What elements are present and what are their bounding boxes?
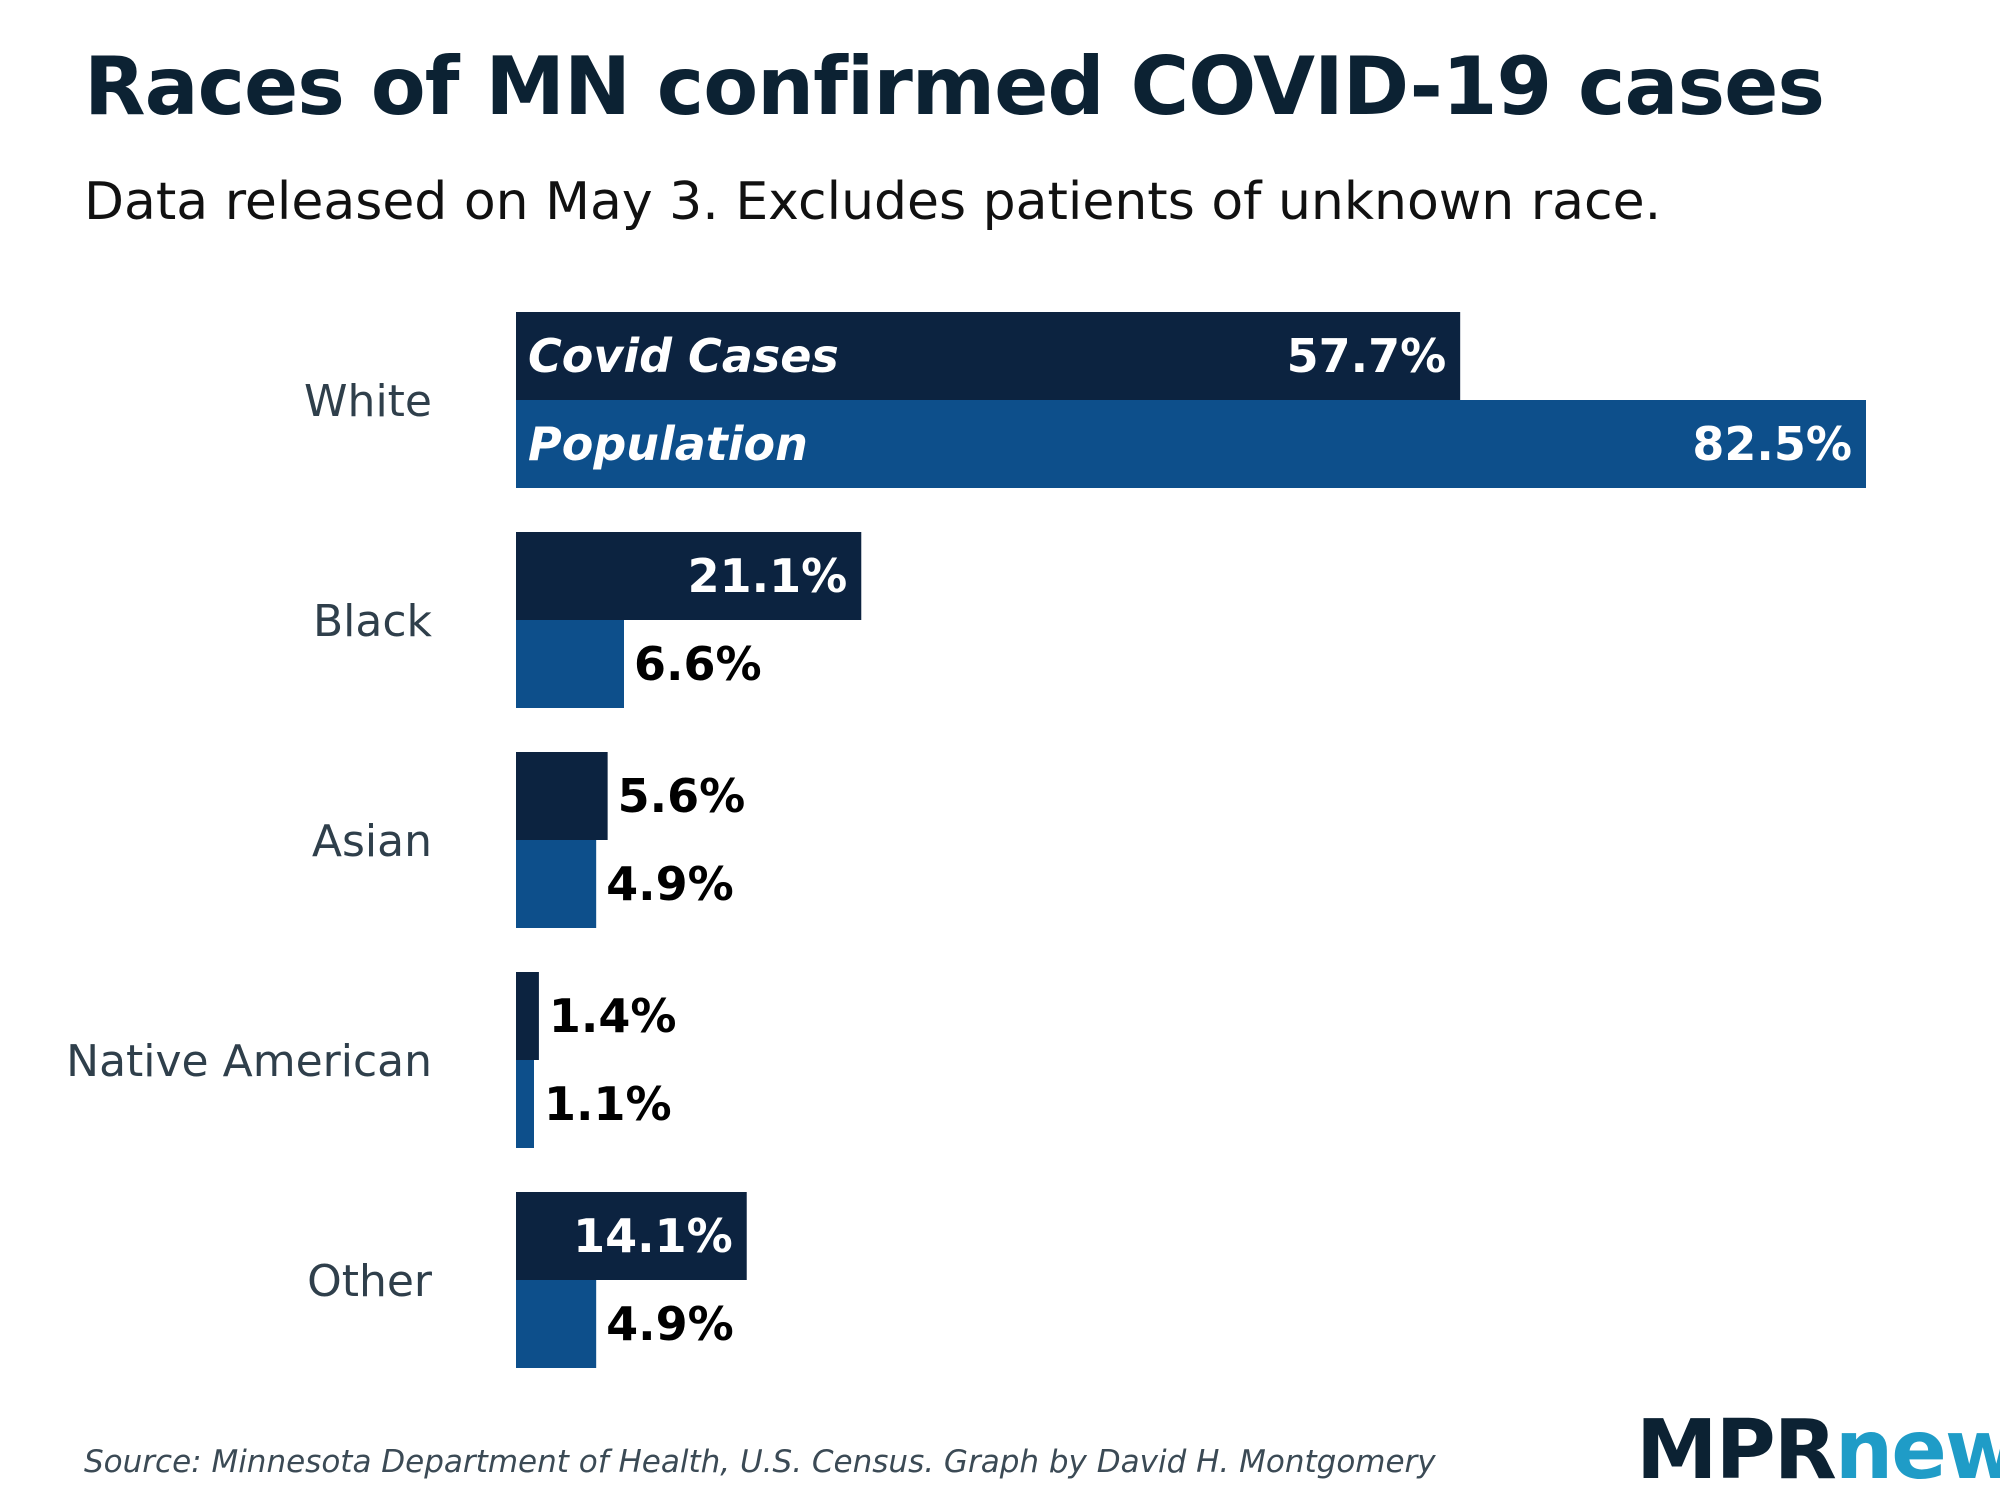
value-label: 21.1% bbox=[688, 549, 848, 603]
category-label: Asian bbox=[312, 816, 432, 867]
bar-cases bbox=[516, 972, 539, 1060]
bar-population bbox=[516, 1060, 534, 1148]
source-note: Source: Minnesota Department of Health, … bbox=[84, 1444, 1436, 1480]
bar-population bbox=[516, 1280, 597, 1368]
value-label: 4.9% bbox=[606, 1297, 734, 1351]
value-label: 82.5% bbox=[1692, 417, 1852, 471]
value-label: 4.9% bbox=[606, 857, 734, 911]
bar-cases bbox=[516, 1192, 747, 1280]
value-label: 5.6% bbox=[618, 769, 746, 823]
value-label: 6.6% bbox=[634, 637, 762, 691]
category-label: Other bbox=[307, 1256, 433, 1307]
bar-population bbox=[516, 840, 597, 928]
mpr-news-logo: MPRnews bbox=[1636, 1410, 2000, 1492]
category-label: Black bbox=[313, 596, 433, 647]
value-label: 14.1% bbox=[573, 1209, 733, 1263]
category-label: Native American bbox=[66, 1036, 432, 1087]
logo-mpr: MPR bbox=[1636, 1403, 1837, 1498]
series-label: Population bbox=[528, 417, 808, 471]
series-label: Covid Cases bbox=[528, 329, 839, 383]
chart-title: Races of MN confirmed COVID-19 cases bbox=[84, 40, 1825, 133]
bar-cases bbox=[516, 312, 1461, 400]
bar-cases bbox=[516, 532, 862, 620]
plot-area: White 57.7% Covid Cases 82.5% Population Blac… bbox=[66, 312, 1866, 1368]
category-label: White bbox=[304, 376, 432, 427]
chart-subtitle: Data released on May 3. Excludes patient… bbox=[84, 172, 1662, 232]
value-label: 57.7% bbox=[1287, 329, 1447, 383]
bar-cases bbox=[516, 752, 608, 840]
bar-population bbox=[516, 620, 624, 708]
bar-population bbox=[516, 400, 1866, 488]
value-label: 1.1% bbox=[544, 1077, 672, 1131]
logo-news: news bbox=[1834, 1403, 2000, 1498]
value-label: 1.4% bbox=[549, 989, 677, 1043]
